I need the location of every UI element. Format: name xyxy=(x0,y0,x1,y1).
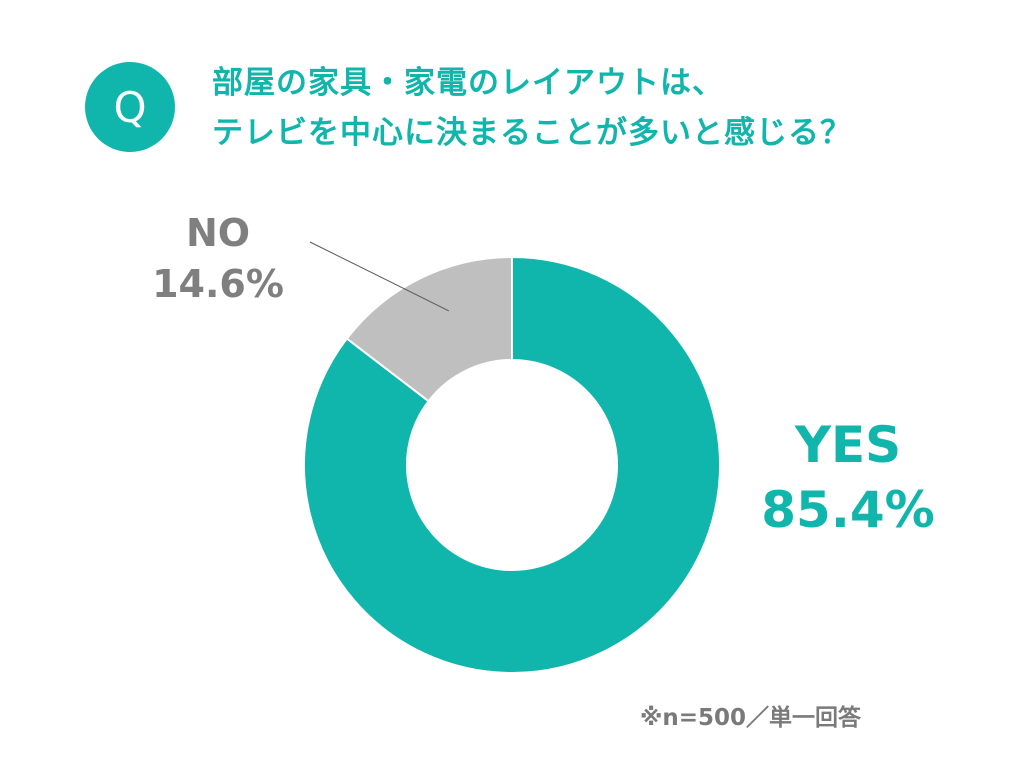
slice-label-no: NO xyxy=(186,211,250,255)
donut-slice-no xyxy=(345,255,513,403)
slice-label-yes: YES xyxy=(794,416,901,474)
chart-title-line-1: 部屋の家具・家電のレイアウトは、 xyxy=(212,65,724,101)
chart-title-line-2: テレビを中心に決まることが多いと感じる？ xyxy=(212,115,852,151)
donut-slice-yes xyxy=(303,255,721,674)
chart-title: 部屋の家具・家電のレイアウトは、 テレビを中心に決まることが多いと感じる？ xyxy=(212,58,992,158)
no-leader-line xyxy=(309,241,450,312)
question-badge-label: Q xyxy=(113,82,147,132)
question-badge: Q xyxy=(85,62,175,152)
sample-note: ※n=500／単一回答 xyxy=(640,705,862,731)
slice-value-yes: 85.4% xyxy=(761,481,934,539)
slice-value-no: 14.6% xyxy=(152,262,284,306)
